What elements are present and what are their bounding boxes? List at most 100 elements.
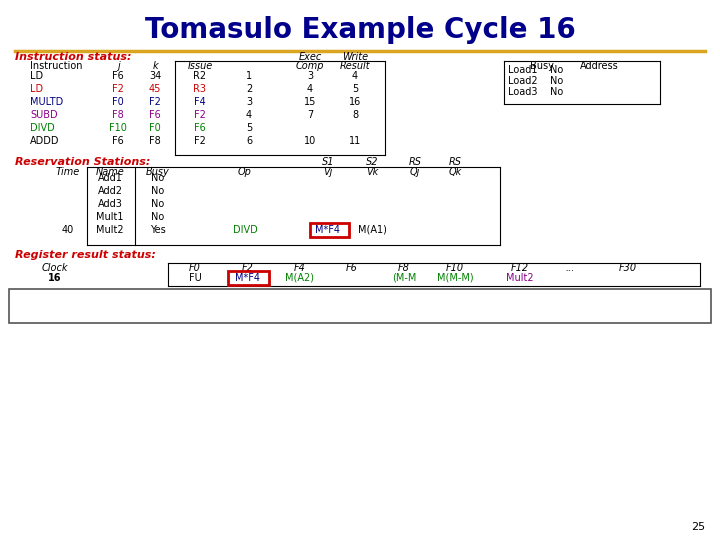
Text: F6: F6 [346,263,358,273]
Text: No: No [550,87,563,97]
Text: k: k [152,61,158,71]
Text: 16: 16 [349,97,361,107]
Text: (M-M: (M-M [392,273,416,283]
Text: M*F4: M*F4 [235,273,261,283]
Text: Name: Name [96,167,125,177]
Text: F30: F30 [619,263,637,273]
Text: F2: F2 [112,84,124,94]
Text: F12: F12 [511,263,529,273]
Text: 5: 5 [246,123,252,133]
Text: Vj: Vj [323,167,333,177]
Text: 7: 7 [307,110,313,120]
Text: •  Just waiting for Mult2 (DIVD) to complete: • Just waiting for Mult2 (DIVD) to compl… [22,299,397,314]
Text: 10: 10 [304,136,316,146]
Text: 4: 4 [352,71,358,81]
Text: F6: F6 [112,136,124,146]
Text: Qj: Qj [410,167,420,177]
Text: SUBD: SUBD [30,110,58,120]
Text: F8: F8 [149,136,161,146]
Text: RS: RS [408,157,421,167]
Text: Issue: Issue [187,61,212,71]
Text: ADDD: ADDD [30,136,60,146]
Text: LD: LD [30,71,43,81]
Text: Op: Op [238,167,252,177]
Text: 34: 34 [149,71,161,81]
Text: F8: F8 [112,110,124,120]
Text: 4: 4 [246,110,252,120]
Text: FU: FU [189,273,202,283]
Text: 16: 16 [48,273,62,283]
Text: 6: 6 [246,136,252,146]
Text: 45: 45 [149,84,161,94]
Text: F0: F0 [189,263,201,273]
Text: R3: R3 [194,84,207,94]
Text: 2: 2 [246,84,252,94]
Text: M(A2): M(A2) [286,273,315,283]
Text: 15: 15 [304,97,316,107]
Text: No: No [151,212,165,222]
Text: F6: F6 [194,123,206,133]
Text: Mult2: Mult2 [96,225,124,235]
Text: Mult1: Mult1 [96,212,124,222]
Text: Load3: Load3 [508,87,538,97]
Text: Yes: Yes [150,225,166,235]
Text: F10: F10 [446,263,464,273]
Text: Time: Time [56,167,80,177]
Text: Write: Write [342,52,368,62]
Text: Vk: Vk [366,167,378,177]
Text: Result: Result [340,61,370,71]
Text: 8: 8 [352,110,358,120]
Text: F6: F6 [112,71,124,81]
Text: F4: F4 [294,263,306,273]
Text: Add1: Add1 [98,173,122,183]
Text: Add2: Add2 [97,186,122,196]
Text: 40: 40 [62,225,74,235]
Text: Register result status:: Register result status: [15,250,156,260]
Text: S1: S1 [322,157,334,167]
Text: Clock: Clock [42,263,68,273]
Text: 5: 5 [352,84,358,94]
Text: F8: F8 [398,263,410,273]
Text: Instruction status:: Instruction status: [15,52,132,62]
Text: ...: ... [565,263,575,273]
Text: Busy: Busy [530,61,554,71]
Text: 4: 4 [307,84,313,94]
Text: 3: 3 [307,71,313,81]
Text: Instruction: Instruction [30,61,83,71]
Text: Busy: Busy [146,167,170,177]
Text: No: No [151,199,165,209]
Text: M*F4: M*F4 [315,225,341,235]
Text: F0: F0 [149,123,161,133]
Text: F2: F2 [242,263,254,273]
Text: S2: S2 [366,157,378,167]
Text: Reservation Stations:: Reservation Stations: [15,157,150,167]
Text: Comp: Comp [296,61,324,71]
Text: No: No [550,76,563,86]
Text: F6: F6 [149,110,161,120]
Text: F2: F2 [194,110,206,120]
Text: F10: F10 [109,123,127,133]
Text: F2: F2 [149,97,161,107]
Text: 1: 1 [246,71,252,81]
Text: DIVD: DIVD [233,225,257,235]
Text: Tomasulo Example Cycle 16: Tomasulo Example Cycle 16 [145,16,575,44]
Text: DIVD: DIVD [30,123,55,133]
Text: F4: F4 [194,97,206,107]
Text: M(A1): M(A1) [358,225,387,235]
Text: Add3: Add3 [98,199,122,209]
Text: F2: F2 [194,136,206,146]
Text: Address: Address [580,61,618,71]
Text: No: No [550,65,563,75]
Text: Load1: Load1 [508,65,538,75]
Text: Load2: Load2 [508,76,538,86]
Text: Exec: Exec [298,52,322,62]
Text: j: j [117,61,120,71]
Text: 3: 3 [246,97,252,107]
Text: No: No [151,173,165,183]
Text: 25: 25 [691,522,705,532]
Text: Mult2: Mult2 [506,273,534,283]
Text: Qk: Qk [449,167,462,177]
Text: No: No [151,186,165,196]
Text: R2: R2 [194,71,207,81]
Text: MULTD: MULTD [30,97,63,107]
